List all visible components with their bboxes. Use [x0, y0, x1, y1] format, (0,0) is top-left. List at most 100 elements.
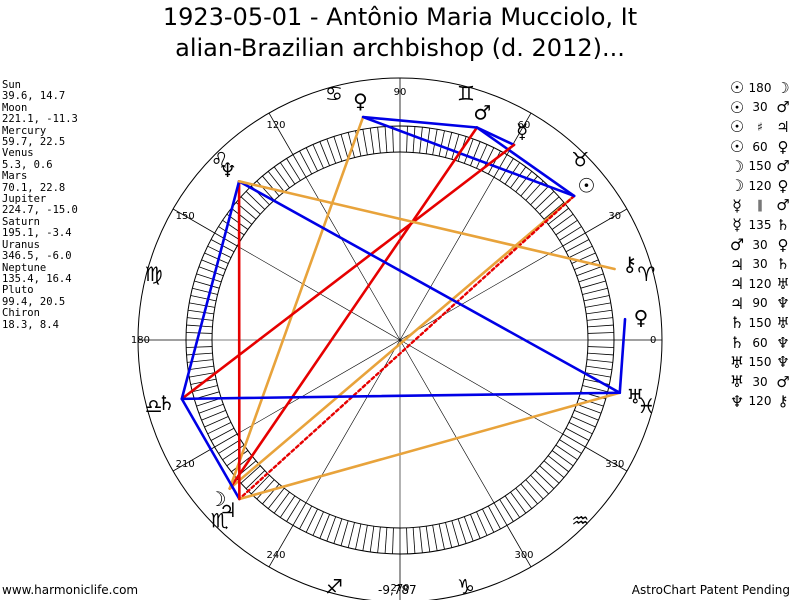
patent-notice: AstroChart Patent Pending	[631, 583, 790, 597]
aspect-angle: 30	[752, 374, 768, 389]
aspect-angle: 120	[748, 276, 772, 291]
degree-tick	[207, 422, 232, 435]
aspect-planet-1: ♄	[729, 313, 745, 333]
degree-tick	[406, 126, 408, 153]
aspect-list-item: ☉ 180 ☽	[727, 78, 799, 98]
degree-tick	[267, 487, 285, 509]
degree-tick	[530, 474, 549, 495]
aries-icon: ♈	[637, 262, 655, 286]
aspect-list-item: ☉ ♯ ♃	[727, 117, 799, 137]
virgo-icon: ♍	[145, 262, 163, 286]
planet-name: Neptune	[2, 261, 47, 274]
aspect-line-jupiter-saturn	[180, 397, 241, 501]
degree-tick	[568, 245, 593, 258]
degree-tick	[218, 439, 241, 454]
aspect-planet-2: ♂	[776, 372, 790, 391]
degree-label: 120	[266, 120, 285, 131]
degree-tick	[326, 138, 337, 164]
aspect-planet-2: ♂	[776, 98, 790, 117]
aspect-planet-2: ♃	[776, 117, 790, 136]
degree-tick	[482, 508, 495, 533]
degree-tick	[240, 196, 261, 215]
degree-tick	[586, 309, 612, 315]
aspect-angle: 150	[748, 315, 772, 330]
aspect-planet-2: ♅	[776, 313, 790, 332]
planet-name: Saturn	[2, 215, 40, 228]
degree-tick	[582, 287, 608, 295]
degree-tick	[438, 523, 445, 550]
uranus-icon: ♅	[626, 384, 644, 408]
aspect-line-mars-pluto	[361, 115, 479, 129]
degree-tick	[571, 416, 596, 428]
aspect-planet-1: ☿	[732, 195, 742, 215]
aspect-planet-1: ♂	[729, 235, 745, 255]
degree-tick	[188, 365, 214, 371]
aspect-list-item: ♄ 60 ♆	[727, 333, 799, 353]
aspect-planet-2: ♅	[776, 274, 790, 293]
degree-tick	[186, 346, 213, 348]
degree-tick	[520, 175, 538, 197]
degree-tick	[392, 126, 394, 153]
aspect-angle: 30	[752, 100, 768, 115]
sagittarius-icon: ♐	[325, 574, 343, 598]
degree-tick	[580, 280, 606, 289]
degree-tick	[392, 527, 394, 554]
aspect-planet-1: ♆	[729, 391, 745, 411]
degree-tick	[438, 130, 445, 157]
degree-tick	[369, 526, 375, 552]
degree-tick	[319, 514, 330, 539]
degree-tick	[559, 226, 582, 241]
degree-tick	[333, 518, 343, 544]
aspect-angle: 150	[748, 159, 772, 174]
aspect-line-uranus-neptune	[237, 180, 622, 395]
degree-tick	[551, 213, 574, 230]
degree-tick	[555, 220, 578, 236]
degree-tick	[578, 273, 604, 283]
sign-divider	[305, 177, 401, 341]
aspect-angle: 60	[752, 139, 768, 154]
planet-coords: 39.6, 14.7	[2, 90, 66, 103]
degree-tick	[587, 324, 614, 328]
aspect-line-saturn-uranus	[180, 391, 622, 401]
degree-tick	[198, 266, 224, 277]
aspect-angle: ∥	[757, 198, 763, 213]
planet-name: Venus	[2, 147, 34, 160]
degree-label: 330	[605, 459, 624, 470]
degree-tick	[198, 403, 224, 414]
degree-tick	[476, 144, 488, 169]
aspect-planet-2: ♆	[776, 353, 790, 372]
degree-tick	[470, 141, 481, 166]
website-link[interactable]: www.harmoniclife.com	[2, 583, 139, 597]
degree-tick	[586, 317, 613, 321]
center-value: -9,787	[378, 583, 417, 597]
planet-coords: 221.1, -11.3	[2, 113, 78, 126]
aspect-line-moon-mars	[228, 126, 479, 490]
degree-label: 240	[266, 550, 285, 561]
degree-tick	[520, 483, 538, 505]
degree-tick	[543, 202, 565, 220]
wheel-spokes	[138, 78, 662, 600]
sign-divider-outer	[268, 112, 294, 155]
chiron-icon: ⚷	[622, 252, 637, 276]
degree-tick	[384, 527, 388, 554]
planet-coords: 224.7, -15.0	[2, 204, 78, 217]
aspect-planet-2: ♄	[776, 255, 790, 274]
degree-tick	[362, 525, 368, 551]
degree-tick	[582, 385, 608, 393]
degree-tick	[305, 508, 318, 533]
degree-tick	[510, 491, 527, 514]
degree-tick	[256, 180, 275, 201]
aspect-line-sun-mars	[475, 126, 576, 198]
degree-tick	[586, 359, 613, 363]
degree-tick	[201, 259, 226, 270]
aspect-line-mercury-saturn	[180, 143, 516, 401]
aquarius-icon: ♒	[571, 508, 589, 532]
degree-tick	[565, 427, 590, 441]
moon-icon: ☽	[209, 487, 227, 511]
degree-tick	[587, 332, 614, 334]
capricorn-icon: ♑	[457, 574, 475, 598]
aspect-angle: 180	[748, 80, 772, 95]
degree-tick	[451, 520, 460, 546]
aspect-lines	[180, 115, 627, 501]
aspect-list-item: ☉ 30 ♂	[727, 98, 799, 118]
